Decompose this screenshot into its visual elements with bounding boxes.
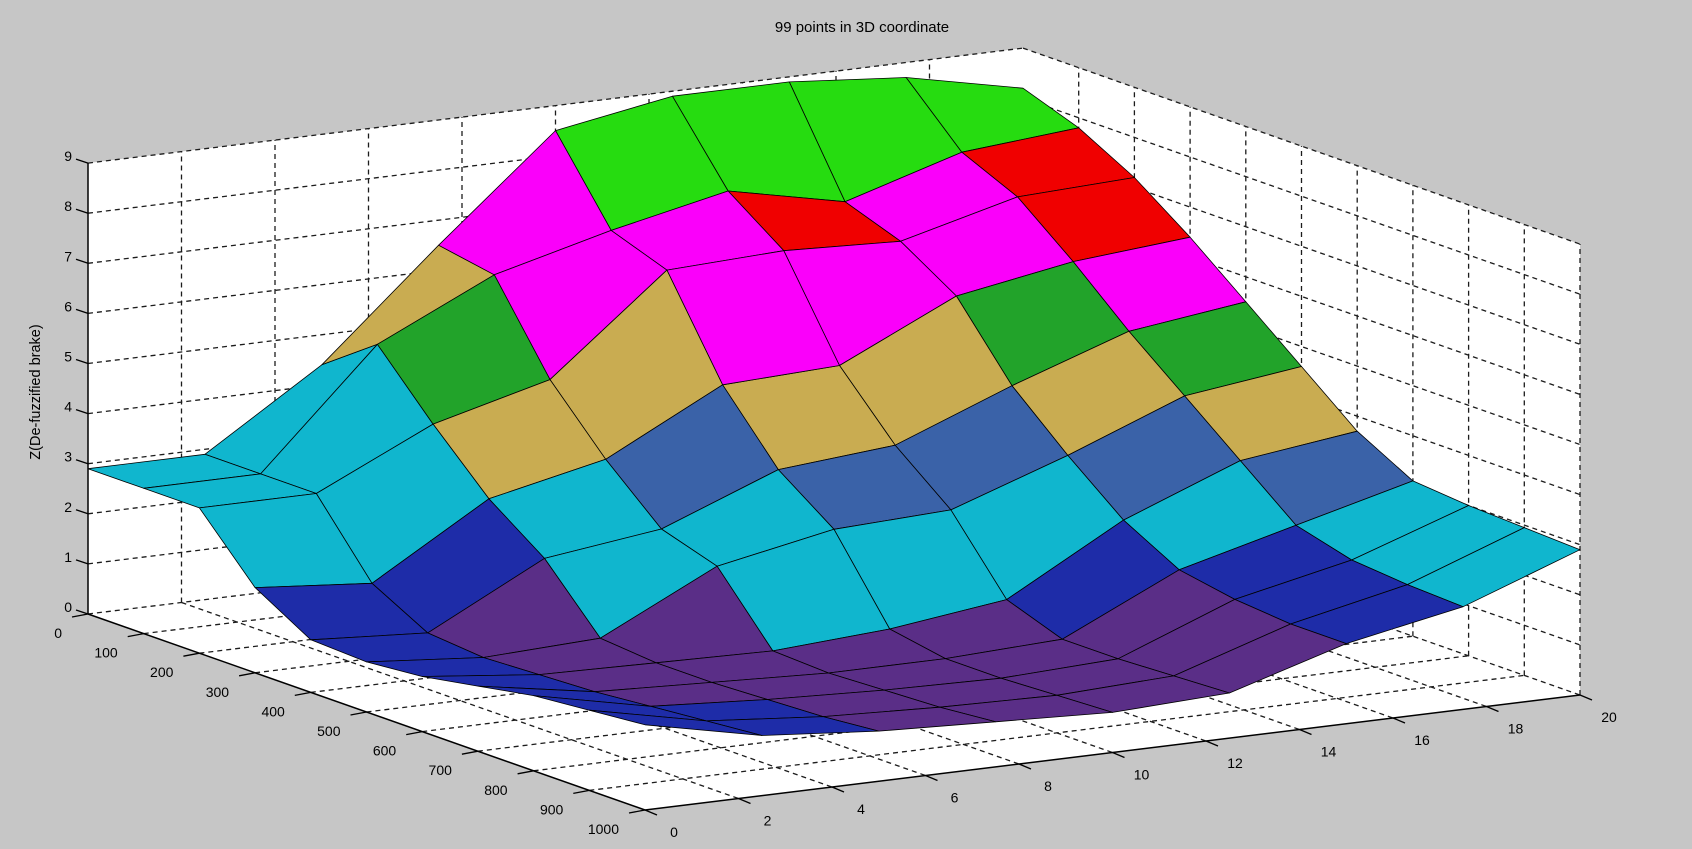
z-tick-label: 4: [64, 399, 72, 415]
y-tick-mark: [461, 750, 479, 755]
z-tick-label: 2: [64, 499, 72, 515]
z-tick-mark: [75, 208, 89, 214]
y-tick-label: 400: [261, 703, 285, 719]
floor-grid-line: [589, 674, 1525, 792]
z-tick-mark: [75, 358, 89, 365]
y-tick-label: 300: [206, 684, 230, 700]
z-tick-mark: [75, 609, 89, 615]
y-tick-label: 600: [373, 743, 397, 759]
x-tick-mark: [1018, 763, 1032, 770]
x-tick-mark: [1392, 717, 1406, 724]
chart-title: 99 points in 3D coordinate: [774, 19, 950, 36]
x-tick-label: 6: [951, 790, 959, 806]
z-tick-mark: [75, 308, 89, 315]
z-tick-label: 8: [64, 198, 72, 214]
y-tick-mark: [628, 809, 646, 814]
z-tick-mark: [75, 158, 89, 164]
y-tick-mark: [71, 613, 89, 618]
z-tick-label: 1: [64, 549, 72, 565]
y-tick-label: 200: [150, 664, 174, 680]
x-tick-label: 4: [857, 801, 865, 817]
surface: [87, 77, 1581, 736]
x-tick-mark: [831, 786, 845, 793]
back-wall-grid-line: [87, 47, 1024, 164]
y-tick-mark: [350, 711, 367, 716]
y-tick-label: 900: [540, 801, 564, 817]
x-tick-mark: [925, 774, 938, 782]
x-tick-label: 20: [1601, 709, 1617, 725]
z-tick-label: 3: [64, 449, 72, 465]
y-tick-label: 700: [429, 762, 453, 778]
y-tick-label: 100: [94, 645, 118, 661]
y-tick-mark: [406, 730, 423, 736]
x-tick-mark: [1112, 751, 1125, 759]
z-tick-label: 6: [64, 298, 72, 314]
x-tick-mark: [1299, 728, 1312, 736]
x-tick-mark: [1205, 740, 1219, 747]
z-tick-mark: [75, 408, 89, 415]
y-tick-label: 1000: [588, 821, 619, 837]
x-tick-label: 12: [1227, 755, 1243, 771]
y-tick-label: 800: [484, 782, 508, 798]
z-tick-label: 5: [64, 349, 72, 365]
z-tick-label: 9: [64, 148, 72, 164]
y-tick-label: 500: [317, 723, 341, 739]
x-tick-label: 2: [764, 813, 772, 829]
z-tick-mark: [75, 559, 89, 565]
y-tick-mark: [238, 672, 256, 677]
x-tick-label: 8: [1044, 778, 1052, 794]
x-tick-label: 18: [1508, 721, 1524, 737]
y-tick-mark: [294, 691, 311, 697]
y-tick-label: 0: [54, 625, 62, 641]
y-tick-mark: [517, 770, 534, 775]
z-tick-label: 7: [64, 248, 72, 264]
z-tick-mark: [75, 459, 89, 465]
x-tick-label: 14: [1321, 744, 1337, 760]
x-tick-mark: [1579, 694, 1593, 701]
x-tick-label: 16: [1414, 732, 1430, 748]
x-tick-mark: [1486, 705, 1499, 713]
x-tick-mark: [644, 809, 658, 816]
x-tick-mark: [738, 797, 751, 805]
z-axis-label: Z(De-fuzzified brake): [28, 324, 44, 460]
z-tick-mark: [75, 258, 89, 264]
z-tick-mark: [75, 509, 89, 515]
x-tick-label: 0: [670, 824, 678, 840]
y-tick-mark: [127, 632, 144, 638]
z-tick-label: 0: [64, 599, 72, 615]
tick-labels: 0123456789010020030040050060070080090010…: [54, 148, 1617, 840]
tick-marks: [71, 158, 1593, 816]
surface-face: [588, 709, 763, 736]
y-tick-mark: [183, 652, 200, 657]
y-tick-mark: [573, 789, 590, 795]
x-tick-label: 10: [1134, 767, 1150, 783]
